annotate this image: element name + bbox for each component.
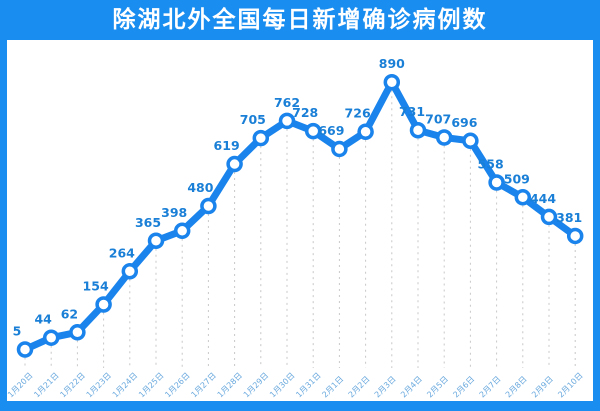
x-axis-label: 1月20日	[6, 371, 34, 399]
data-point-marker	[331, 140, 348, 158]
data-label: 558	[478, 156, 504, 171]
data-point-marker	[278, 112, 296, 130]
data-label: 5	[13, 323, 22, 338]
x-axis-label: 1月30日	[268, 371, 296, 399]
x-axis-label: 2月2日	[347, 375, 372, 400]
data-point-marker	[566, 227, 584, 245]
data-point-marker	[435, 129, 453, 146]
x-axis-label: 1月23日	[85, 371, 113, 399]
data-label: 669	[318, 123, 344, 138]
data-point-marker	[173, 222, 191, 240]
data-label: 381	[556, 210, 582, 225]
x-axis-label: 2月3日	[373, 375, 398, 400]
chart-title: 除湖北外全国每日新增确诊病例数	[112, 7, 488, 33]
data-label: 509	[504, 171, 530, 186]
data-point-marker	[383, 73, 401, 91]
data-point-marker	[514, 189, 532, 206]
data-label: 264	[109, 245, 135, 260]
chart-panel	[7, 40, 593, 401]
data-point-marker	[42, 329, 60, 346]
data-point-marker	[540, 208, 558, 226]
data-point-marker	[16, 341, 34, 358]
x-axis-label: 2月5日	[425, 375, 450, 400]
data-point-marker	[252, 129, 270, 147]
data-point-marker	[200, 197, 217, 215]
x-axis-label: 1月27日	[189, 371, 217, 399]
data-point-marker	[95, 296, 112, 313]
x-axis-label: 2月7日	[478, 375, 503, 400]
data-point-marker	[488, 174, 505, 191]
data-point-marker	[357, 123, 374, 140]
data-label: 365	[135, 215, 161, 230]
data-label: 696	[451, 115, 477, 130]
data-point-marker	[147, 232, 165, 250]
x-axis-label: 1月29日	[242, 371, 270, 399]
data-label: 726	[345, 106, 371, 121]
data-label: 44	[34, 312, 52, 327]
data-point-marker	[462, 132, 479, 150]
x-axis-label: 2月9日	[530, 375, 555, 400]
data-point-marker	[121, 263, 139, 280]
data-label: 762	[274, 95, 300, 110]
data-label: 62	[61, 306, 78, 321]
data-label: 890	[379, 56, 405, 71]
x-axis-label: 1月22日	[58, 371, 86, 399]
data-label: 444	[530, 191, 556, 206]
x-axis-label: 2月6日	[451, 375, 476, 400]
data-label: 154	[83, 278, 109, 293]
data-label: 619	[214, 138, 240, 153]
x-axis-label: 1月26日	[163, 371, 191, 399]
x-axis-label: 2月4日	[399, 375, 424, 400]
data-point-marker	[226, 155, 243, 173]
data-label: 707	[425, 111, 451, 126]
x-axis-label: 1月21日	[32, 371, 60, 399]
x-axis-label: 2月1日	[320, 375, 345, 400]
data-label: 480	[187, 180, 213, 195]
x-axis-label: 2月10日	[556, 371, 584, 399]
x-axis-label: 2月8日	[504, 375, 529, 400]
x-axis-label: 1月25日	[137, 371, 165, 399]
data-point-marker	[304, 122, 322, 140]
x-axis-label: 1月31日	[294, 371, 322, 399]
data-label: 728	[292, 105, 318, 120]
data-point-marker	[69, 324, 86, 341]
data-label: 398	[161, 205, 187, 220]
data-point-marker	[409, 121, 427, 139]
x-axis-label: 1月24日	[111, 371, 139, 399]
x-axis-label: 1月28日	[216, 371, 244, 399]
data-line	[21, 78, 579, 353]
data-label: 731	[399, 104, 425, 119]
data-label: 705	[240, 112, 266, 127]
